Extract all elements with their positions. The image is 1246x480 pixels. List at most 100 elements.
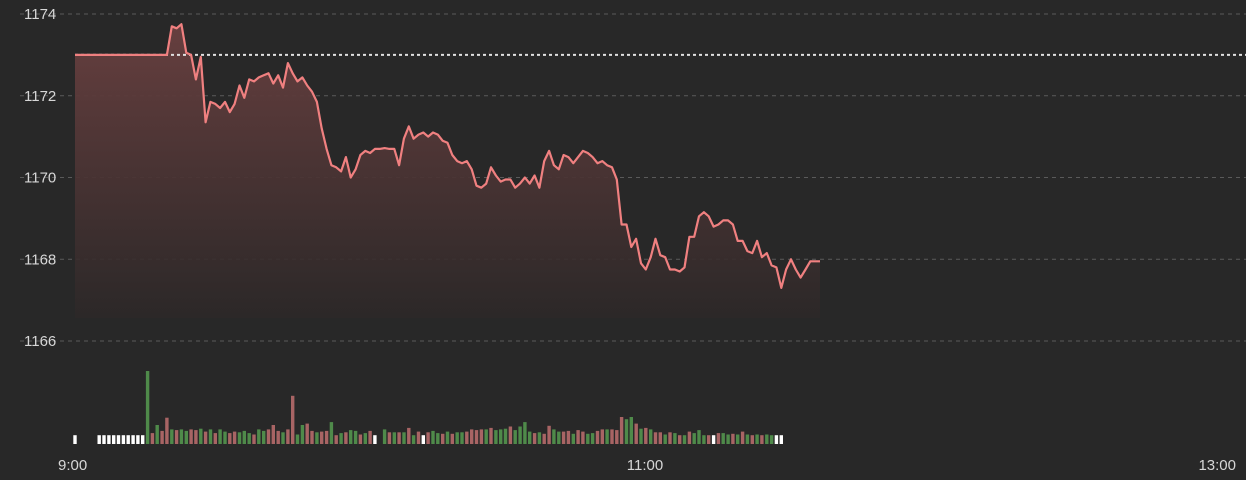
- volume-bar: [358, 434, 363, 444]
- volume-bar: [629, 417, 633, 444]
- volume-bar: [479, 429, 484, 444]
- volume-bar: [223, 431, 227, 444]
- y-axis-ticks: 1174 1172 1170 1168 1166: [24, 6, 56, 350]
- volume-bar: [687, 431, 692, 444]
- volume-bar: [184, 430, 188, 444]
- price-area-fill: [75, 24, 820, 318]
- volume-bar: [663, 434, 667, 444]
- volume-bar: [518, 426, 522, 444]
- volume-bar: [653, 432, 658, 444]
- volume-bar: [431, 430, 435, 444]
- volume-bar: [349, 430, 353, 444]
- volume-bar: [368, 430, 372, 444]
- volume-bar: [402, 432, 406, 444]
- volume-bar: [494, 430, 498, 444]
- volume-bar: [508, 426, 513, 444]
- y-tick-label: 1174: [24, 6, 56, 23]
- volume-bar: [755, 434, 759, 444]
- volume-bar: [649, 429, 653, 444]
- volume-bar: [682, 435, 687, 444]
- volume-bar: [174, 430, 179, 444]
- volume-bar: [678, 435, 682, 444]
- volume-bar: [373, 435, 377, 444]
- volume-bar: [644, 427, 648, 444]
- volume-bar: [673, 433, 677, 444]
- volume-bar: [634, 423, 638, 444]
- volume-bar: [300, 425, 305, 444]
- volume-bar: [252, 434, 256, 444]
- volume-bar: [203, 431, 208, 444]
- y-tick-label: 1172: [24, 88, 56, 105]
- volume-bar: [716, 433, 721, 444]
- volume-bar: [150, 433, 155, 444]
- volume-bar: [102, 435, 106, 444]
- volume-bar: [232, 431, 237, 444]
- volume-bar: [542, 433, 546, 444]
- volume-bar: [624, 419, 629, 444]
- volume-bar: [769, 435, 774, 444]
- volume-bar: [610, 429, 614, 444]
- volume-bar: [334, 435, 338, 444]
- volume-bar: [445, 431, 450, 444]
- x-tick-label: 9:00: [58, 457, 87, 474]
- volume-bar: [441, 433, 445, 444]
- volume-bar: [499, 429, 503, 444]
- volume-bar: [397, 432, 401, 444]
- volume-bar: [760, 435, 764, 444]
- price-area: [75, 24, 820, 318]
- volume-bar: [576, 430, 580, 444]
- volume-bar: [416, 431, 421, 444]
- volume-bar: [765, 434, 769, 444]
- volume-bar: [489, 427, 493, 444]
- volume-bar: [266, 429, 271, 444]
- volume-bar: [557, 431, 561, 444]
- volume-bar: [237, 432, 242, 444]
- volume-bar: [600, 429, 604, 444]
- y-tick-label: 1168: [24, 251, 56, 268]
- volume-bar: [711, 435, 716, 444]
- volume-bar: [262, 430, 266, 444]
- volume-bar: [552, 429, 556, 444]
- y-tick-label: 1166: [24, 333, 56, 350]
- volume-bar: [697, 430, 701, 444]
- volume-bar: [281, 432, 285, 444]
- volume-bar: [126, 435, 130, 444]
- volume-bar: [523, 422, 527, 444]
- volume-bar: [310, 430, 314, 444]
- volume-bar: [242, 430, 246, 444]
- volume-bar: [460, 432, 464, 444]
- volume-bar: [387, 432, 392, 444]
- volume-bar: [141, 435, 145, 444]
- price-line: [75, 23, 820, 289]
- volume-bar: [619, 417, 624, 444]
- volume-bar: [455, 432, 459, 444]
- volume-bar: [112, 435, 116, 444]
- volume-bar: [547, 425, 551, 445]
- volume-bar: [740, 431, 745, 444]
- volume-bar: [170, 429, 174, 444]
- volume-bar: [615, 430, 619, 444]
- volume-bar: [571, 433, 575, 444]
- volume-bar: [595, 430, 600, 444]
- x-tick-label: 11:00: [627, 457, 663, 474]
- volume-bar: [537, 432, 542, 444]
- volume-bar: [329, 422, 334, 444]
- volume-bar: [605, 429, 609, 444]
- volume-bar: [692, 433, 696, 444]
- volume-bar: [470, 429, 474, 444]
- volume-bar: [145, 371, 150, 444]
- volume-bar: [276, 430, 280, 444]
- volume-bar: [353, 430, 358, 444]
- volume-bar: [305, 423, 309, 444]
- volume-bar: [121, 435, 126, 444]
- volume-bar: [315, 432, 319, 444]
- volume-bar: [750, 435, 754, 444]
- volume-bar: [155, 425, 159, 444]
- volume-bar: [513, 430, 517, 444]
- volume-bar: [228, 433, 232, 444]
- volume-bar: [213, 433, 217, 444]
- volume-bar: [503, 428, 508, 444]
- volume-bar: [257, 429, 261, 444]
